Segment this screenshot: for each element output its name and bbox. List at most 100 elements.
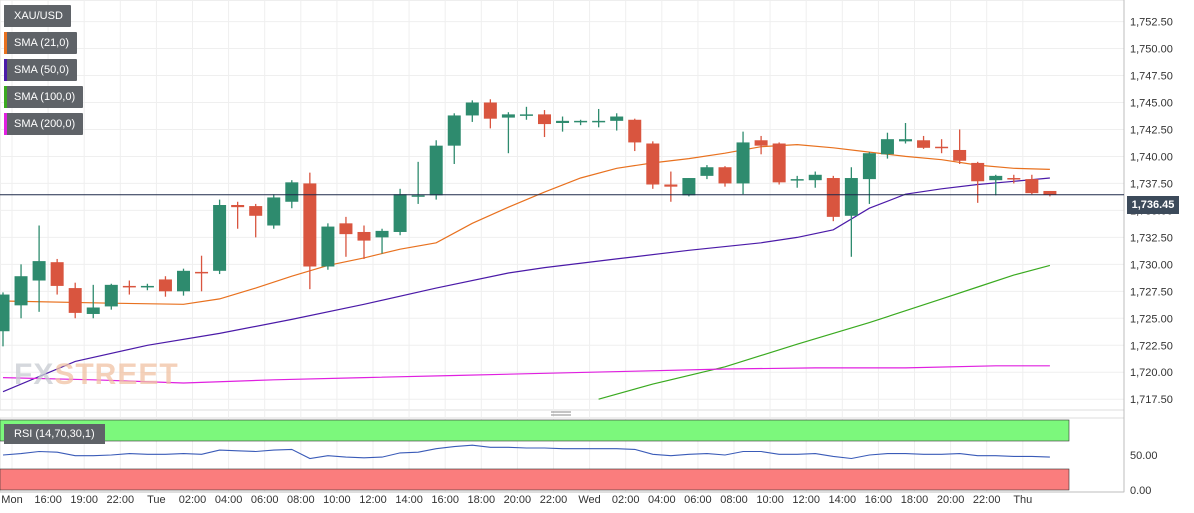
sma-50-line <box>2 177 1050 393</box>
candle-body <box>862 153 876 180</box>
y-tick-label: 1,722.50 <box>1130 340 1173 352</box>
candle-body <box>285 182 299 202</box>
legend-sma-21-label: SMA (21,0) <box>14 37 70 49</box>
candle-body <box>953 149 967 161</box>
candle-body <box>483 102 497 119</box>
x-tick-label: 14:00 <box>829 494 857 506</box>
x-tick-label: Mon <box>1 494 22 506</box>
legend-swatch <box>4 32 7 54</box>
x-tick-label: 22:00 <box>107 494 135 506</box>
candle-body <box>68 288 82 313</box>
y-tick-label: 1,727.50 <box>1130 286 1173 298</box>
y-tick-label: 1,742.50 <box>1130 124 1173 136</box>
candle-body <box>1043 190 1057 195</box>
y-tick-label: 1,717.50 <box>1130 394 1173 406</box>
candle-body <box>393 194 407 232</box>
candle-body <box>971 162 985 182</box>
candle-body <box>628 119 642 143</box>
candle-body <box>880 139 894 155</box>
x-tick-label: 20:00 <box>937 494 965 506</box>
candle-body <box>1025 179 1039 194</box>
candle-body <box>646 143 660 185</box>
x-tick-label: 12:00 <box>792 494 820 506</box>
rsi-overbought-zone <box>0 419 1070 442</box>
legend-sma-200[interactable]: SMA (200,0) <box>4 113 84 135</box>
x-tick-label: 06:00 <box>251 494 279 506</box>
candle-body <box>195 271 209 274</box>
candle-body <box>213 205 227 271</box>
candle-body <box>177 270 190 292</box>
candle-body <box>375 230 389 238</box>
x-tick-label: 08:00 <box>720 494 748 506</box>
legend-symbol-label: XAU/USD <box>14 10 63 22</box>
candle-body <box>574 120 588 123</box>
candle-body <box>303 183 317 267</box>
x-tick-label: 19:00 <box>70 494 98 506</box>
candle-body <box>321 226 335 267</box>
candle-body <box>917 140 931 148</box>
candle-body <box>267 197 281 226</box>
candle-body <box>447 115 461 146</box>
sma-100-line <box>598 264 1051 400</box>
legend-symbol[interactable]: XAU/USD <box>4 5 71 27</box>
y-tick-label: 1,750.00 <box>1130 44 1173 56</box>
x-tick-label: 04:00 <box>215 494 243 506</box>
x-tick-label: 22:00 <box>973 494 1001 506</box>
y-tick-label: 1,720.00 <box>1130 367 1173 379</box>
candle-body <box>231 205 245 208</box>
legend-swatch <box>4 59 7 81</box>
candle-body <box>664 184 678 187</box>
x-tick-label: 02:00 <box>179 494 207 506</box>
x-tick-label: Thu <box>1013 494 1032 506</box>
sma-21-line <box>2 143 1050 305</box>
candles <box>0 99 1057 347</box>
x-tick-label: 20:00 <box>504 494 532 506</box>
y-tick-label: 1,747.50 <box>1130 71 1173 83</box>
candle-body <box>158 279 172 292</box>
candle-body <box>86 307 100 314</box>
rsi-y-tick-label: 0.00 <box>1130 485 1151 497</box>
candle-body <box>249 206 263 216</box>
candle-body <box>935 146 949 149</box>
legend-sma-100-label: SMA (100,0) <box>14 91 76 103</box>
y-tick-label: 1,725.00 <box>1130 313 1173 325</box>
x-tick-label: 14:00 <box>395 494 423 506</box>
legend-swatch <box>4 86 7 108</box>
candle-body <box>14 276 28 306</box>
rsi-oversold-zone <box>0 468 1070 491</box>
x-tick-label: 10:00 <box>756 494 784 506</box>
x-tick-label: 04:00 <box>648 494 676 506</box>
y-tick-label: 1,737.50 <box>1130 178 1173 190</box>
candle-body <box>808 174 822 181</box>
candle-body <box>501 114 515 118</box>
x-tick-label: 02:00 <box>612 494 640 506</box>
y-tick-label: 1,752.50 <box>1130 17 1173 29</box>
x-tick-label: 22:00 <box>540 494 568 506</box>
candle-body <box>736 142 750 184</box>
x-tick-label: 18:00 <box>901 494 929 506</box>
x-tick-label: 12:00 <box>359 494 387 506</box>
candle-body <box>538 114 551 125</box>
sma-200-line <box>2 365 1050 384</box>
x-tick-label: 16:00 <box>431 494 459 506</box>
candle-body <box>0 294 10 332</box>
y-tick-label: 1,732.50 <box>1130 232 1173 244</box>
candle-body <box>50 262 64 286</box>
legend-sma-100[interactable]: SMA (100,0) <box>4 86 84 108</box>
candle-body <box>682 178 696 196</box>
candle-body <box>32 261 46 281</box>
price-panel <box>0 0 1125 411</box>
legend-sma-50[interactable]: SMA (50,0) <box>4 59 78 81</box>
legend-sma-21[interactable]: SMA (21,0) <box>4 32 78 54</box>
rsi-y-tick-label: 50.00 <box>1130 450 1158 462</box>
y-tick-label: 1,740.00 <box>1130 151 1173 163</box>
candle-body <box>592 120 606 123</box>
candle-body <box>411 195 425 197</box>
x-tick-label: 16:00 <box>34 494 62 506</box>
candle-body <box>357 231 371 241</box>
candle-body <box>899 139 912 142</box>
fxstreet-watermark: FXSTREET <box>14 358 179 391</box>
legend-rsi[interactable]: RSI (14,70,30,1) <box>4 424 105 444</box>
legend-sma-50-label: SMA (50,0) <box>14 64 70 76</box>
